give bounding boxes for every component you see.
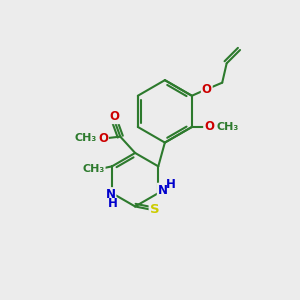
Text: O: O <box>202 83 212 96</box>
Text: N: N <box>158 184 168 196</box>
Text: O: O <box>204 121 214 134</box>
Text: O: O <box>109 110 119 123</box>
Text: O: O <box>98 132 108 145</box>
Text: CH₃: CH₃ <box>75 133 97 143</box>
Text: S: S <box>150 203 159 216</box>
Text: N: N <box>106 188 116 201</box>
Text: CH₃: CH₃ <box>216 122 239 132</box>
Text: H: H <box>166 178 176 191</box>
Text: H: H <box>108 197 118 210</box>
Text: CH₃: CH₃ <box>82 164 105 174</box>
